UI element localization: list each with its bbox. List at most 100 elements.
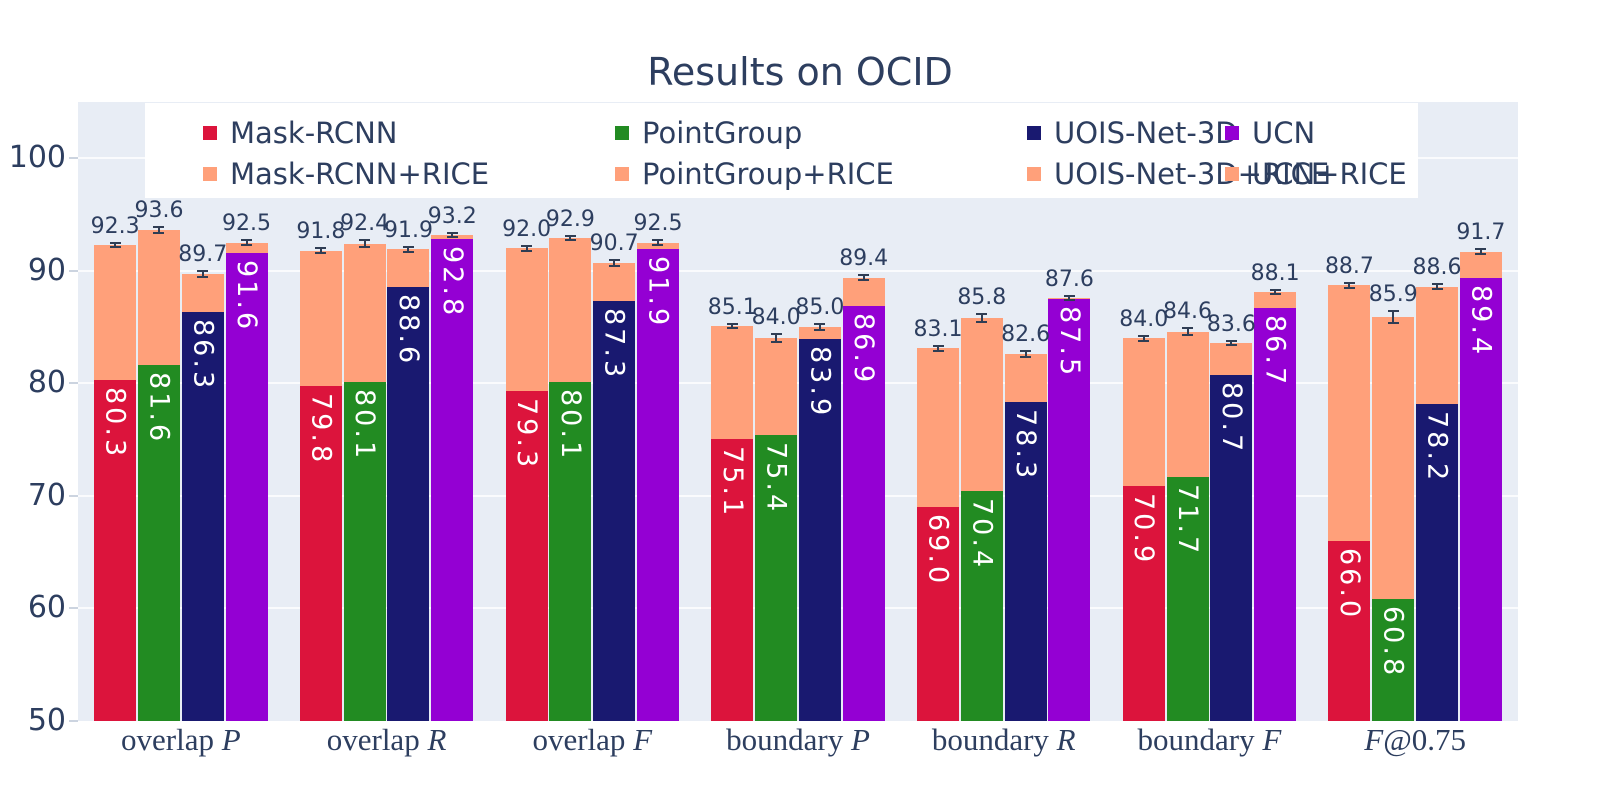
error-bar-stem [1436,283,1439,290]
error-bar-stem [1230,340,1233,346]
bar-value-text: 89.4 [1465,284,1497,357]
bar [1459,277,1502,721]
bar-value-text: 86.7 [1259,314,1291,388]
legend-label: Mask-RCNN+RICE [230,157,490,191]
bar-value-label: 80.3 [94,387,136,459]
error-bar-stem [937,346,939,351]
legend-swatch [1225,126,1239,140]
y-tick-mark [69,382,78,385]
bar-value-text: 80.1 [554,389,586,462]
error-bar-cap [976,321,988,324]
bar [343,382,386,721]
gridline [78,269,1518,272]
error-bar-cap [1138,339,1150,342]
error-bar-cap [1063,299,1075,302]
chart-title: Results on OCID [647,50,953,94]
bar-value-label: 78.3 [1005,409,1047,481]
y-tick-mark [69,720,78,722]
error-bar-cap [197,276,209,278]
error-bar-stem [1274,289,1277,295]
legend-swatch [1225,167,1239,181]
bar-value-text: 60.8 [1377,606,1409,679]
bar-rice-value-label: 84.0 [751,305,801,331]
error-bar-cap [652,243,664,246]
bar [917,507,959,721]
bar [137,365,180,721]
error-bar-cap [315,251,327,254]
legend-label: UOIS-Net-3D+RICE [1054,157,1330,191]
bar [431,239,474,721]
legend-swatch [203,167,217,181]
y-tick-label: 60 [27,590,66,626]
bar-value-text: 83.9 [804,346,836,419]
error-bar-stem [525,246,528,251]
x-category-label: overlap F [532,722,653,757]
error-bar-stem [451,232,454,238]
error-bar-stem [1479,249,1482,254]
legend-label: UOIS-Net-3D [1054,116,1238,150]
error-bar-cap [932,349,944,352]
error-bar-stem [1024,351,1027,357]
bar-rice-value-label: 93.6 [134,198,184,224]
error-bar-cap [976,313,988,316]
bar-value-label: 92.8 [431,246,473,318]
bar-value-text: 87.5 [1053,305,1085,379]
bar [1416,403,1459,721]
bar-value-text: 66.0 [1333,547,1365,621]
error-bar-cap [1182,333,1194,336]
error-bar-stem [1348,283,1351,288]
bar-value-text: 71.7 [1172,483,1204,556]
bar-value-label: 89.4 [1460,285,1502,357]
error-bar-stem [656,240,659,245]
error-bar-cap [1431,288,1443,291]
bar [1372,599,1415,721]
error-bar-cap [564,239,576,242]
error-bar-cap [153,232,165,235]
y-tick-mark [69,269,78,272]
bar-value-label: 69.0 [917,514,959,586]
error-bar-cap [109,246,121,249]
x-category-label: F@0.75 [1364,722,1467,757]
error-bar-stem [114,242,117,248]
bar-rice-value-label: 88.7 [1324,254,1374,280]
bar-rice-value-label: 85.0 [795,295,845,321]
bar-value-text: 79.8 [305,392,337,465]
error-bar-stem [1392,311,1395,323]
bar-value-label: 75.1 [711,446,753,518]
bar-value-label: 91.6 [226,260,268,332]
bar-value-text: 86.3 [187,319,219,392]
bar-value-label: 87.3 [593,308,635,380]
bar-value-label: 70.4 [961,498,1003,570]
legend-label: PointGroup+RICE [642,157,894,191]
error-bar-cap [770,333,782,336]
error-bar-cap [1225,344,1237,347]
error-bar-stem [1068,295,1071,301]
error-bar-stem [818,324,821,330]
error-bar-cap [153,226,165,229]
bar-value-label: 79.8 [300,393,342,465]
bar-value-label: 83.9 [799,346,841,418]
error-bar-cap [608,259,620,262]
error-bar-cap [359,239,371,242]
error-bar-stem [363,240,366,248]
error-bar-stem [1186,328,1189,335]
error-bar-cap [521,249,533,252]
bar [181,312,224,721]
y-tick-label: 100 [8,140,66,176]
bar-value-label: 81.6 [138,372,180,444]
bar-value-text: 81.6 [143,372,175,445]
bar-rice-value-label: 92.4 [340,211,390,237]
error-bar-cap [446,231,458,234]
bar-value-text: 75.1 [716,445,748,518]
bar-value-text: 80.3 [99,386,131,460]
bar [593,301,636,721]
legend-swatch [203,126,217,140]
gridline [78,494,1518,497]
bar-value-text: 78.3 [1010,409,1042,482]
error-bar-cap [1063,294,1075,297]
error-bar-stem [980,314,983,323]
y-tick-label: 90 [27,252,66,288]
legend-swatch [1027,167,1041,181]
error-bar-cap [315,247,327,250]
